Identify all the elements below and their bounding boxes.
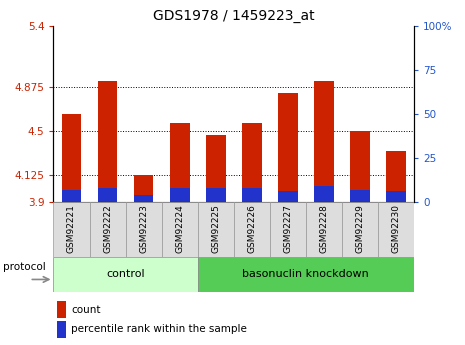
Bar	[206, 188, 226, 202]
Bar	[278, 191, 298, 202]
Bar	[98, 81, 118, 202]
Bar	[270, 202, 306, 257]
Bar	[61, 114, 81, 202]
Bar	[170, 123, 190, 202]
Bar	[198, 202, 233, 257]
Bar	[89, 202, 126, 257]
Bar	[57, 301, 66, 318]
Text: count: count	[72, 305, 101, 315]
Bar	[314, 186, 334, 202]
Bar	[53, 202, 89, 257]
Text: GSM92224: GSM92224	[175, 204, 184, 253]
Bar	[57, 321, 66, 338]
Bar	[98, 188, 118, 202]
Bar	[206, 135, 226, 202]
Bar	[386, 151, 406, 202]
Bar	[378, 202, 414, 257]
Text: protocol: protocol	[3, 262, 46, 272]
Bar	[386, 191, 406, 202]
Bar	[162, 202, 198, 257]
Text: percentile rank within the sample: percentile rank within the sample	[72, 324, 247, 334]
Bar	[306, 202, 342, 257]
Bar	[350, 131, 370, 202]
Text: GSM92221: GSM92221	[67, 204, 76, 253]
Bar	[53, 257, 198, 292]
Bar	[133, 195, 153, 202]
Bar	[278, 93, 298, 202]
Text: GSM92226: GSM92226	[247, 204, 256, 253]
Bar	[342, 202, 378, 257]
Bar	[314, 81, 334, 202]
Text: GSM92230: GSM92230	[392, 204, 400, 253]
Title: GDS1978 / 1459223_at: GDS1978 / 1459223_at	[153, 9, 314, 23]
Text: GSM92229: GSM92229	[355, 204, 364, 253]
Bar	[133, 175, 153, 202]
Text: GSM92225: GSM92225	[211, 204, 220, 253]
Bar	[61, 189, 81, 202]
Bar	[350, 189, 370, 202]
Text: GSM92222: GSM92222	[103, 204, 112, 253]
Bar	[126, 202, 162, 257]
Bar	[242, 188, 262, 202]
Bar	[234, 202, 270, 257]
Bar	[242, 123, 262, 202]
Text: GSM92227: GSM92227	[283, 204, 292, 253]
Text: GSM92223: GSM92223	[139, 204, 148, 253]
Text: GSM92228: GSM92228	[319, 204, 328, 253]
Bar	[198, 257, 414, 292]
Text: basonuclin knockdown: basonuclin knockdown	[242, 269, 369, 279]
Text: control: control	[106, 269, 145, 279]
Bar	[170, 188, 190, 202]
